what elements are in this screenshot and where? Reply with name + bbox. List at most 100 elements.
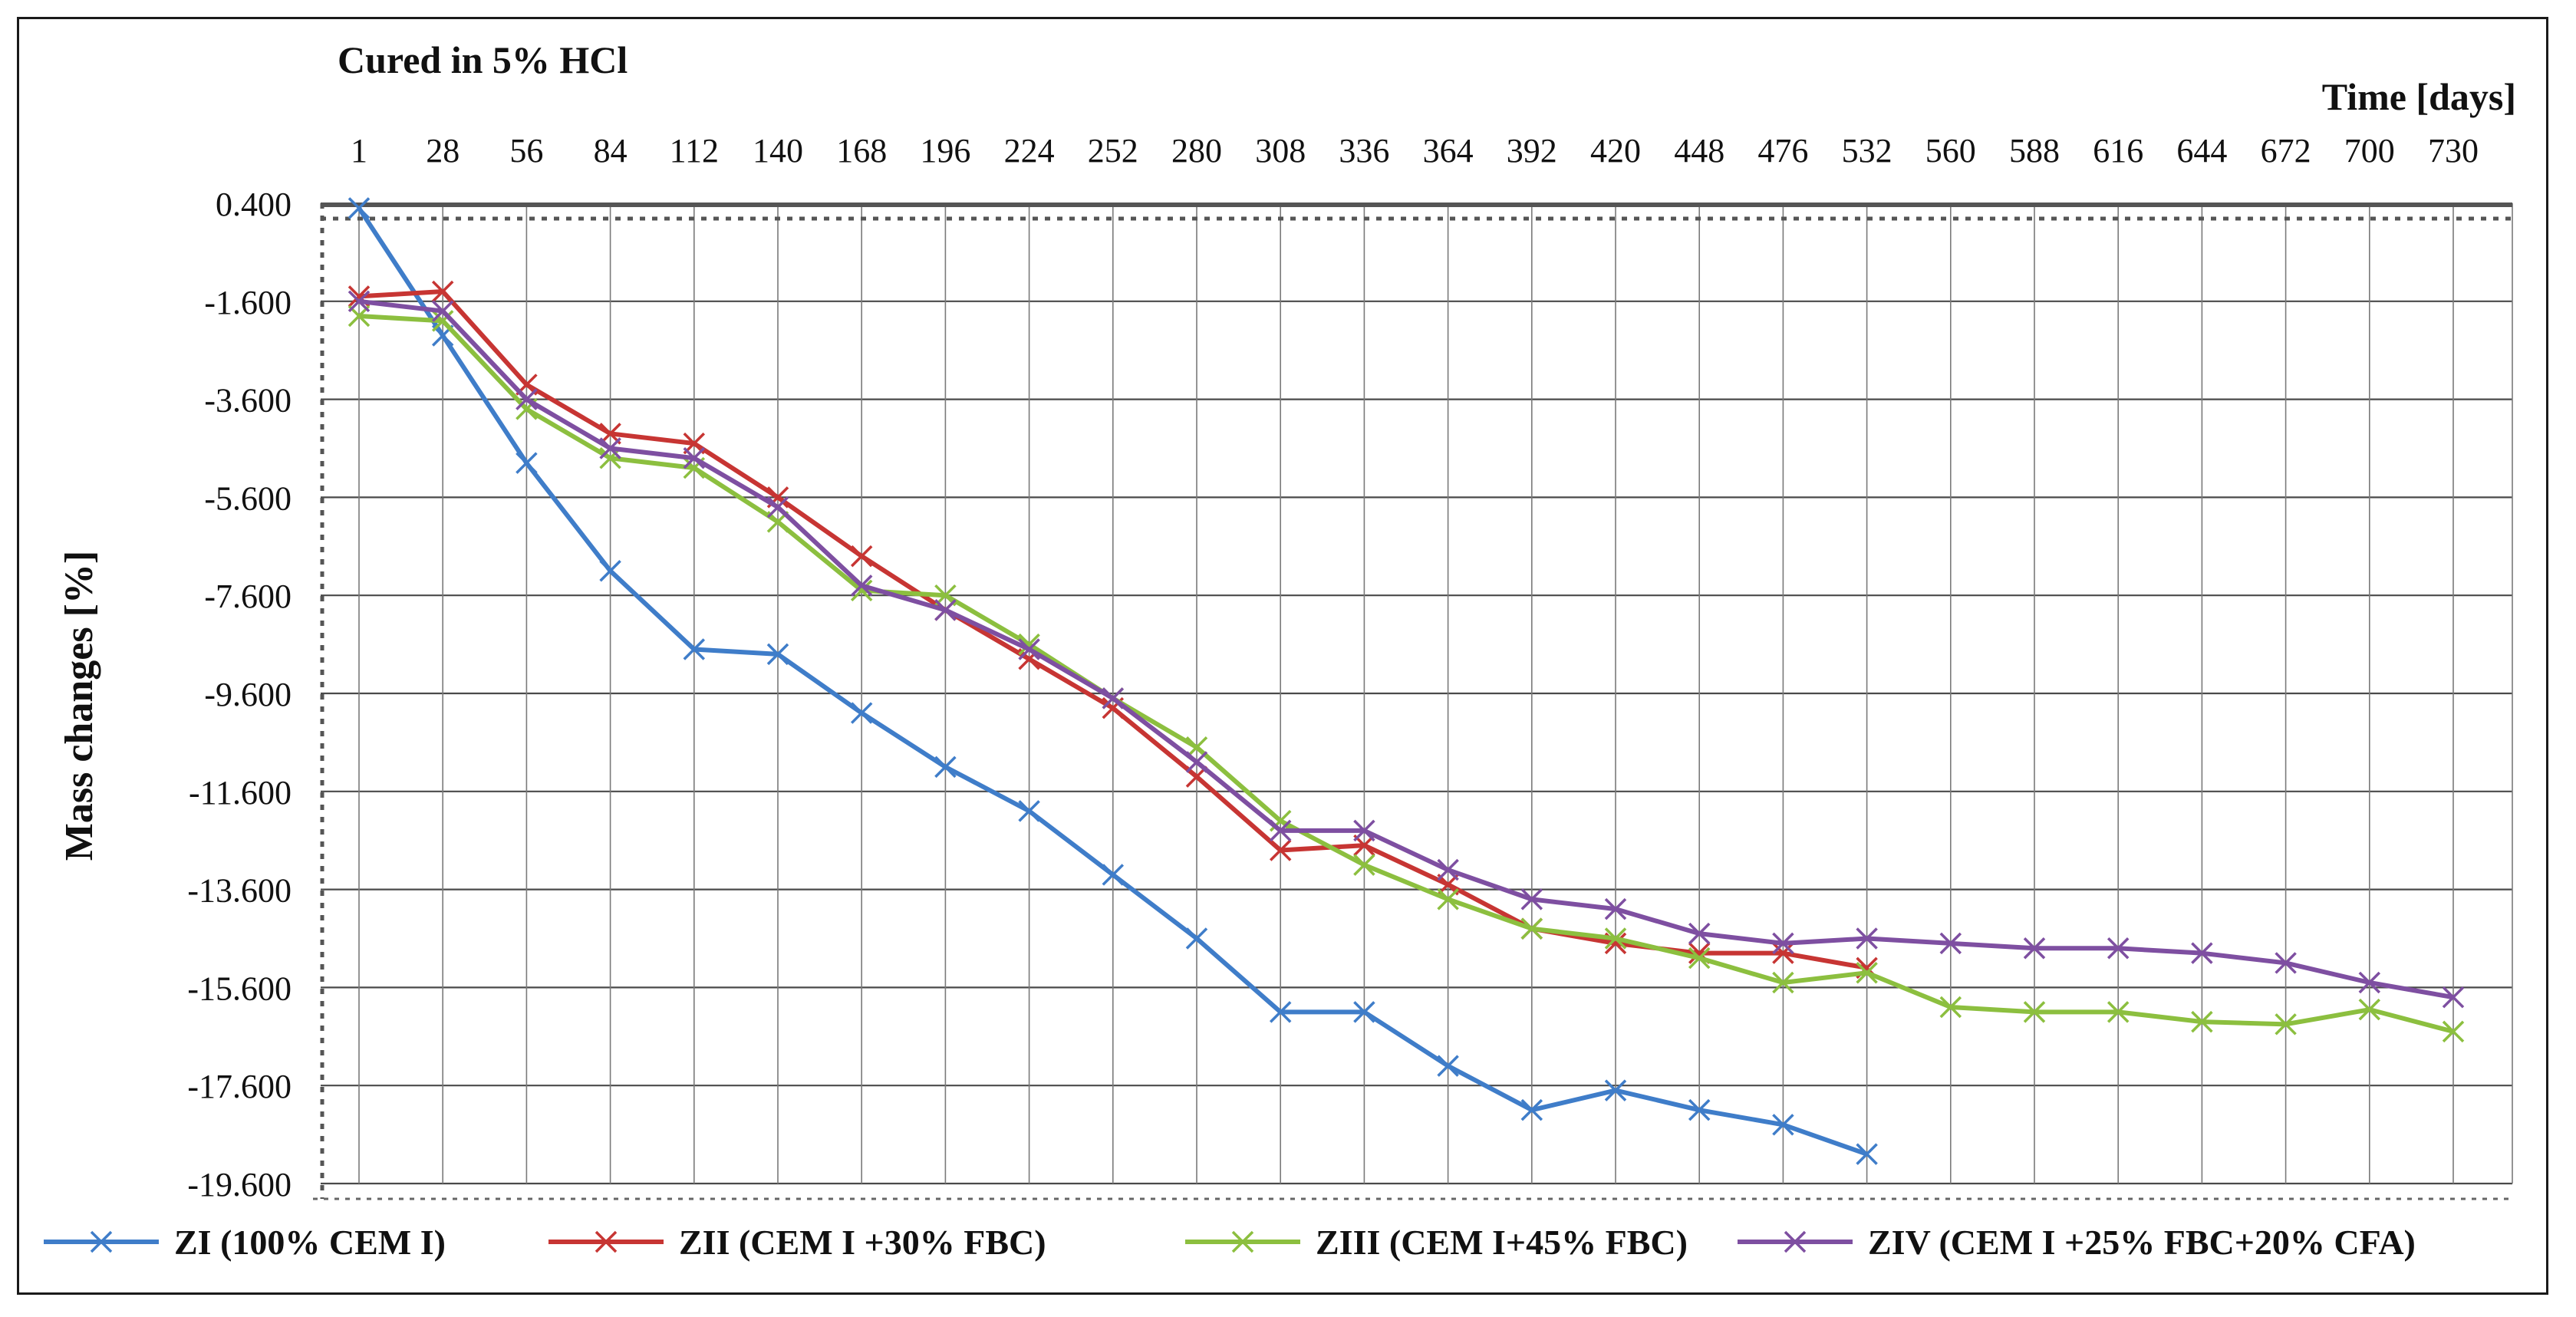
- data-point-marker: [766, 496, 789, 519]
- data-point-marker: [2442, 1020, 2465, 1043]
- data-point-marker: [1939, 932, 1962, 955]
- grid: [321, 203, 2513, 1185]
- data-point-marker: [1437, 858, 1459, 881]
- legend-label: ZII (CEM I +30% FBC): [679, 1223, 1046, 1262]
- x-tick-label: 644: [2176, 132, 2227, 170]
- data-point-marker: [1269, 1001, 1292, 1023]
- data-point-marker: [1688, 1098, 1711, 1121]
- series-4: [348, 290, 2465, 1009]
- series-1: [348, 197, 1878, 1165]
- y-tick-label: -9.600: [204, 676, 292, 713]
- y-tick-label: -11.600: [189, 774, 292, 812]
- legend-label: ZI (100% CEM I): [174, 1223, 446, 1262]
- data-point-marker: [1102, 687, 1125, 710]
- axes: [313, 202, 2512, 1200]
- data-point-marker: [850, 575, 873, 597]
- chart-title: Cured in 5% HCl: [338, 38, 628, 81]
- y-tick-label: 0.400: [216, 186, 292, 223]
- legend-item-4: ZIV (CEM I +25% FBC+20% CFA): [1738, 1223, 2416, 1262]
- data-point-marker: [1353, 854, 1375, 876]
- legend-label: ZIII (CEM I+45% FBC): [1316, 1223, 1688, 1262]
- data-point-marker: [599, 447, 621, 469]
- y-tick-label: -19.600: [187, 1166, 292, 1203]
- series-line: [358, 298, 2454, 1000]
- x-tick-label: 588: [2009, 132, 2060, 170]
- data-point-marker: [1269, 839, 1292, 861]
- data-point-marker: [1437, 888, 1459, 910]
- x-tick-label: 308: [1255, 132, 1306, 170]
- x-tick-label: 420: [1590, 132, 1641, 170]
- data-point-marker: [1185, 751, 1208, 773]
- x-tick-label: 364: [1423, 132, 1474, 170]
- x-tick-label: 336: [1339, 132, 1389, 170]
- data-point-marker: [2191, 1010, 2213, 1033]
- data-point-marker: [934, 599, 957, 621]
- data-point-marker: [90, 1230, 113, 1253]
- y-tick-label: -17.600: [187, 1068, 292, 1105]
- x-tick-label: 28: [426, 132, 460, 170]
- legend: ZI (100% CEM I) ZII (CEM I +30% FBC) ZIII …: [44, 1223, 2416, 1262]
- data-point-marker: [1604, 897, 1627, 920]
- data-point-marker: [348, 197, 371, 219]
- data-point-marker: [2275, 1013, 2297, 1035]
- x-tick-label: 730: [2428, 132, 2479, 170]
- data-point-marker: [2358, 998, 2381, 1021]
- x-tick-label: 196: [920, 132, 970, 170]
- x-tick-label: 560: [1925, 132, 1976, 170]
- data-point-marker: [431, 310, 454, 332]
- data-point-marker: [1772, 1114, 1794, 1136]
- series-line: [358, 313, 2454, 1034]
- x-tick-label: 252: [1088, 132, 1138, 170]
- x-tick-labels: 1 28 56 84 112 140 168 196 224 252 280 308 336 364 392…: [351, 132, 2479, 170]
- data-point-marker: [2442, 986, 2465, 1009]
- data-point-marker: [1939, 996, 1962, 1019]
- y-tick-label: -3.600: [204, 382, 292, 420]
- data-point-marker: [1520, 1098, 1543, 1121]
- data-point-marker: [2358, 971, 2381, 994]
- line-chart: Cured in 5% HCl Time [days] Mass changes…: [44, 38, 2516, 1262]
- y-tick-labels: 0.400 -1.600 -3.600 -5.600 -7.600 -9.600 -11.6…: [187, 186, 292, 1203]
- x-tick-label: 84: [594, 132, 628, 170]
- x-axis-label: Time [days]: [2322, 75, 2516, 118]
- x-tick-label: 56: [509, 132, 543, 170]
- data-point-marker: [683, 447, 706, 469]
- data-point-marker: [1772, 971, 1794, 994]
- data-point-marker: [599, 437, 621, 459]
- data-point-marker: [1688, 947, 1711, 970]
- data-point-marker: [2107, 1001, 2130, 1023]
- legend-item-1: ZI (100% CEM I): [44, 1223, 446, 1262]
- data-point-marker: [1437, 1055, 1459, 1077]
- legend-item-3: ZIII (CEM I+45% FBC): [1185, 1223, 1688, 1262]
- y-axis-label: Mass changes [%]: [58, 551, 101, 861]
- y-tick-label: -7.600: [204, 578, 292, 615]
- data-point-marker: [934, 756, 957, 779]
- data-point-marker: [1856, 1143, 1878, 1165]
- data-point-marker: [683, 638, 706, 660]
- data-point-marker: [431, 280, 454, 303]
- data-point-marker: [850, 702, 873, 724]
- x-tick-label: 476: [1757, 132, 1808, 170]
- data-point-marker: [2107, 937, 2130, 960]
- data-point-marker: [1856, 961, 1878, 984]
- data-point-marker: [766, 643, 789, 666]
- data-point-marker: [2191, 942, 2213, 964]
- x-tick-label: 1: [351, 132, 367, 170]
- data-point-marker: [1018, 800, 1040, 822]
- data-point-marker: [1520, 917, 1543, 940]
- legend-item-2: ZII (CEM I +30% FBC): [548, 1223, 1046, 1262]
- data-point-marker: [1856, 927, 1878, 950]
- data-point-marker: [850, 545, 873, 568]
- data-point-marker: [348, 290, 371, 313]
- x-tick-label: 168: [836, 132, 887, 170]
- data-point-marker: [1688, 922, 1711, 945]
- series: [348, 197, 2465, 1165]
- x-tick-label: 140: [753, 132, 803, 170]
- data-point-marker: [1269, 819, 1292, 842]
- data-point-marker: [2275, 952, 2297, 974]
- data-point-marker: [599, 560, 621, 582]
- data-point-marker: [516, 452, 538, 474]
- x-tick-label: 280: [1171, 132, 1222, 170]
- data-point-marker: [1520, 888, 1543, 910]
- data-point-marker: [1102, 864, 1125, 886]
- x-tick-label: 448: [1674, 132, 1724, 170]
